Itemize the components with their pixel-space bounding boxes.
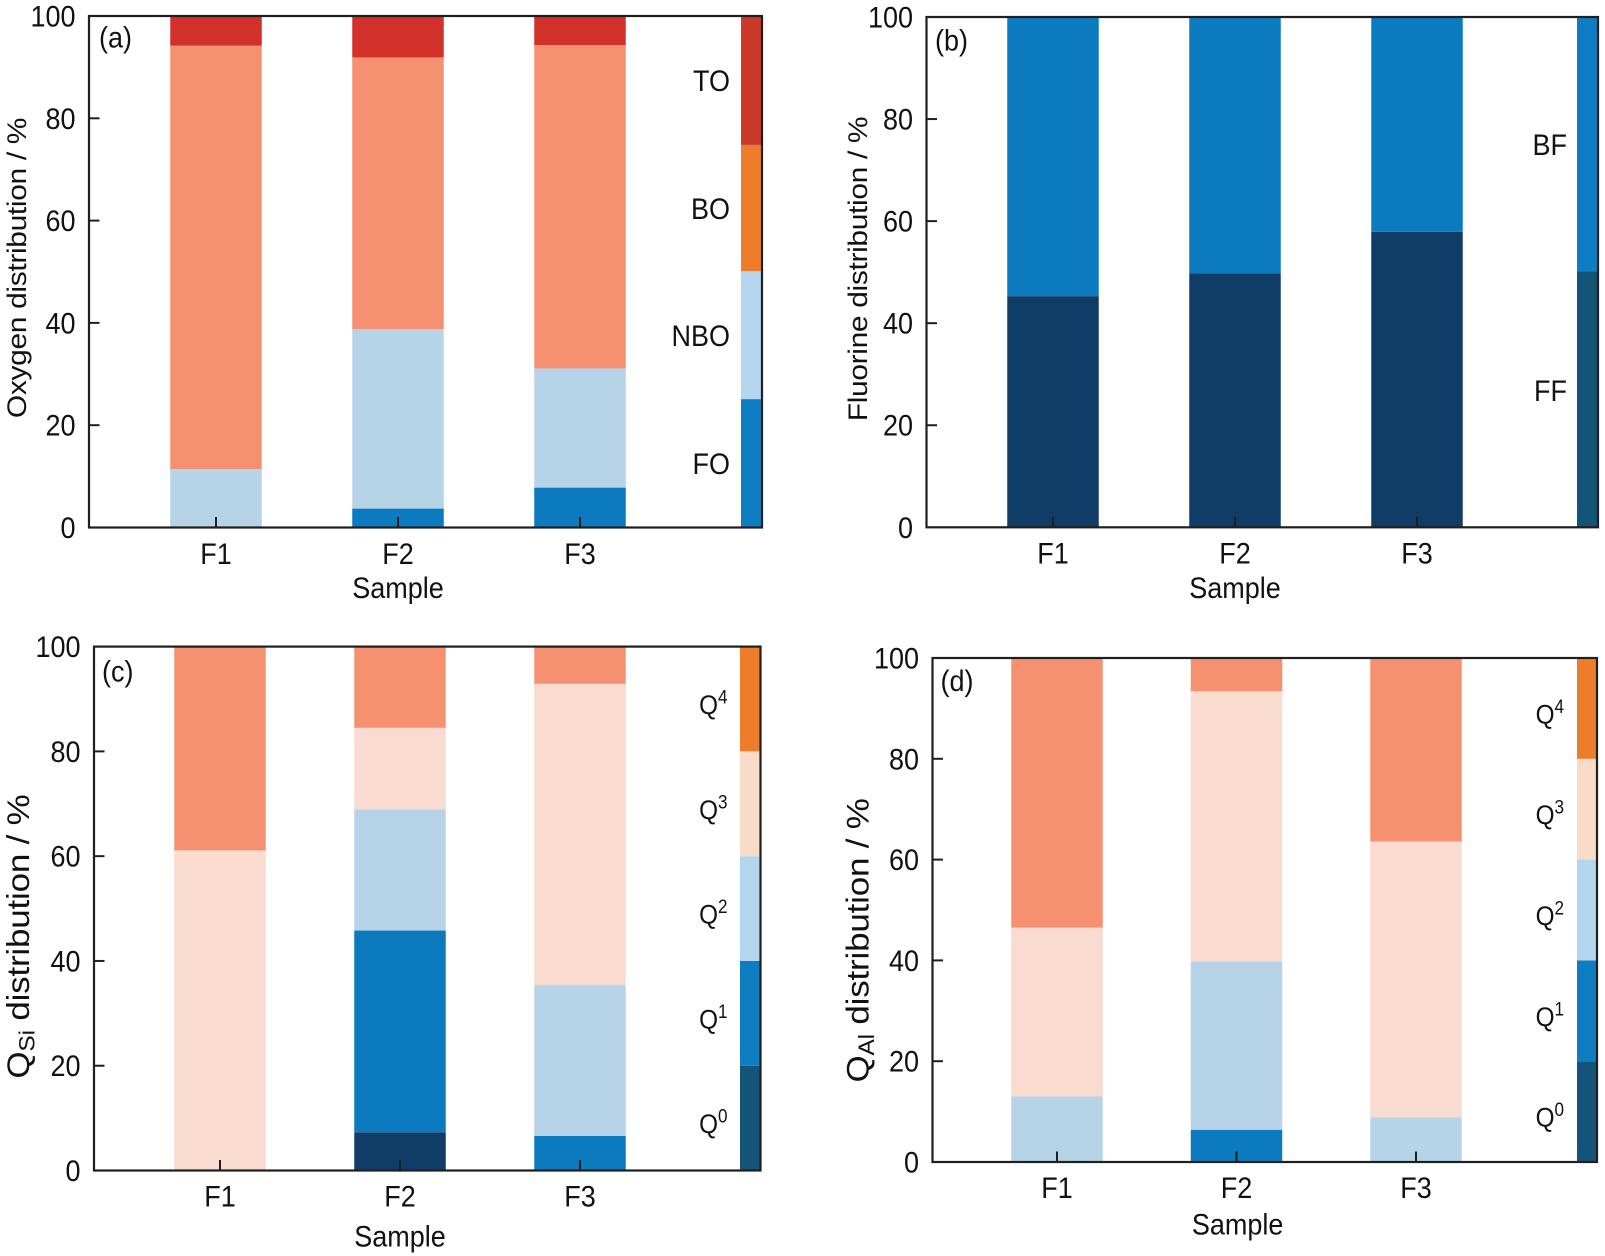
- svg-text:20: 20: [889, 1045, 919, 1079]
- svg-text:0: 0: [60, 512, 75, 546]
- svg-text:(b): (b): [935, 24, 968, 58]
- svg-text:F3: F3: [1401, 537, 1432, 571]
- svg-text:BF: BF: [1533, 129, 1567, 163]
- svg-text:40: 40: [45, 307, 75, 341]
- svg-text:40: 40: [883, 307, 913, 341]
- svg-text:F2: F2: [384, 1180, 415, 1214]
- svg-text:NBO: NBO: [672, 320, 730, 354]
- svg-text:F1: F1: [204, 1180, 235, 1214]
- svg-text:40: 40: [50, 945, 80, 979]
- svg-text:Oxygen distribution / %: Oxygen distribution / %: [2, 118, 32, 418]
- svg-text:Sample: Sample: [1192, 1208, 1283, 1242]
- svg-text:F3: F3: [1400, 1172, 1431, 1206]
- svg-text:(a): (a): [99, 21, 132, 55]
- svg-text:Sample: Sample: [354, 1220, 445, 1254]
- svg-text:BO: BO: [691, 193, 730, 227]
- svg-text:F3: F3: [564, 538, 595, 572]
- svg-text:60: 60: [889, 844, 919, 878]
- svg-text:TO: TO: [693, 65, 730, 99]
- svg-text:100: 100: [35, 631, 80, 665]
- svg-text:0: 0: [65, 1155, 80, 1189]
- svg-text:20: 20: [50, 1050, 80, 1084]
- svg-text:F3: F3: [564, 1180, 595, 1214]
- svg-text:100: 100: [868, 1, 913, 35]
- svg-text:80: 80: [45, 103, 75, 137]
- svg-text:FO: FO: [693, 448, 730, 482]
- svg-text:100: 100: [30, 0, 75, 34]
- svg-text:FF: FF: [1534, 375, 1567, 409]
- svg-text:0: 0: [904, 1146, 919, 1180]
- svg-text:60: 60: [45, 205, 75, 239]
- svg-text:80: 80: [883, 103, 913, 137]
- svg-text:60: 60: [50, 840, 80, 874]
- svg-text:Sample: Sample: [1189, 572, 1280, 606]
- svg-text:100: 100: [874, 642, 919, 676]
- svg-text:F2: F2: [1221, 1172, 1252, 1206]
- svg-text:(d): (d): [941, 665, 974, 699]
- svg-text:20: 20: [883, 409, 913, 443]
- svg-text:Fluorine distribution / %: Fluorine distribution / %: [843, 117, 873, 421]
- svg-text:QSi distribution / %: QSi distribution / %: [2, 794, 40, 1078]
- svg-text:80: 80: [50, 736, 80, 770]
- svg-text:F1: F1: [200, 538, 231, 572]
- svg-text:F1: F1: [1037, 537, 1068, 571]
- svg-text:F1: F1: [1041, 1172, 1072, 1206]
- svg-text:Sample: Sample: [352, 572, 443, 606]
- svg-text:20: 20: [45, 409, 75, 443]
- svg-text:F2: F2: [1219, 537, 1250, 571]
- svg-text:F2: F2: [382, 538, 413, 572]
- svg-text:(c): (c): [102, 655, 133, 689]
- svg-text:60: 60: [883, 205, 913, 239]
- svg-text:0: 0: [898, 512, 913, 546]
- svg-text:80: 80: [889, 743, 919, 777]
- svg-text:40: 40: [889, 945, 919, 979]
- svg-text:Q4: Q4: [1536, 696, 1564, 730]
